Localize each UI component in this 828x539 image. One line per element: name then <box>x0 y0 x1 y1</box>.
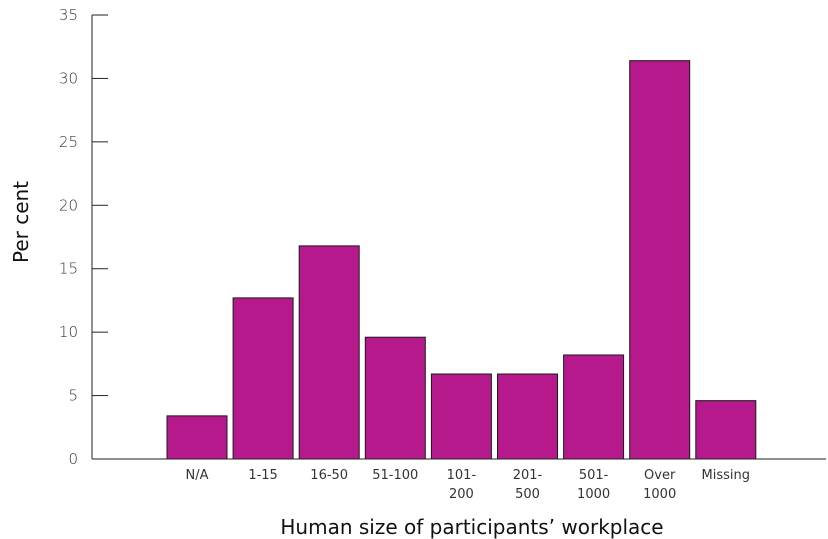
x-tick-label: 201-500 <box>513 468 543 502</box>
bar <box>430 373 492 460</box>
bars <box>166 60 757 460</box>
x-tick-label: Missing <box>702 468 750 483</box>
x-tick-label: 16-50 <box>310 468 348 483</box>
y-tick-label: 5 <box>68 387 78 405</box>
x-tick-label: 1-15 <box>248 468 278 483</box>
bar <box>497 373 558 460</box>
x-tick-label: 51-100 <box>372 468 418 483</box>
x-tick-label: 501-1000 <box>577 468 610 502</box>
y-axis: 0 5 10 15 20 25 30 35 <box>59 6 108 468</box>
bar <box>166 415 228 460</box>
y-tick-label: 15 <box>59 260 78 278</box>
y-tick-label: 20 <box>59 196 78 214</box>
x-axis-label: Human size of participants’ workplace <box>280 515 663 539</box>
y-tick-label: 10 <box>59 323 78 341</box>
x-tick-label: Over 1000 <box>643 468 676 502</box>
y-tick-label: 25 <box>59 133 78 151</box>
bar <box>298 245 360 460</box>
x-tick-label: N/A <box>186 468 209 483</box>
bar <box>563 354 625 460</box>
bar <box>629 60 691 460</box>
x-tick-label: 101-200 <box>447 468 477 502</box>
y-tick-label: 30 <box>59 69 78 87</box>
y-tick-label: 0 <box>68 450 78 468</box>
bar <box>695 400 757 460</box>
y-tick-label: 35 <box>59 6 78 24</box>
bar <box>364 336 426 460</box>
x-axis: N/A 1-15 16-50 51-100 101-200 201-500 501-1000… <box>92 458 826 502</box>
y-axis-label: Per cent <box>9 181 33 263</box>
bar <box>232 297 294 460</box>
